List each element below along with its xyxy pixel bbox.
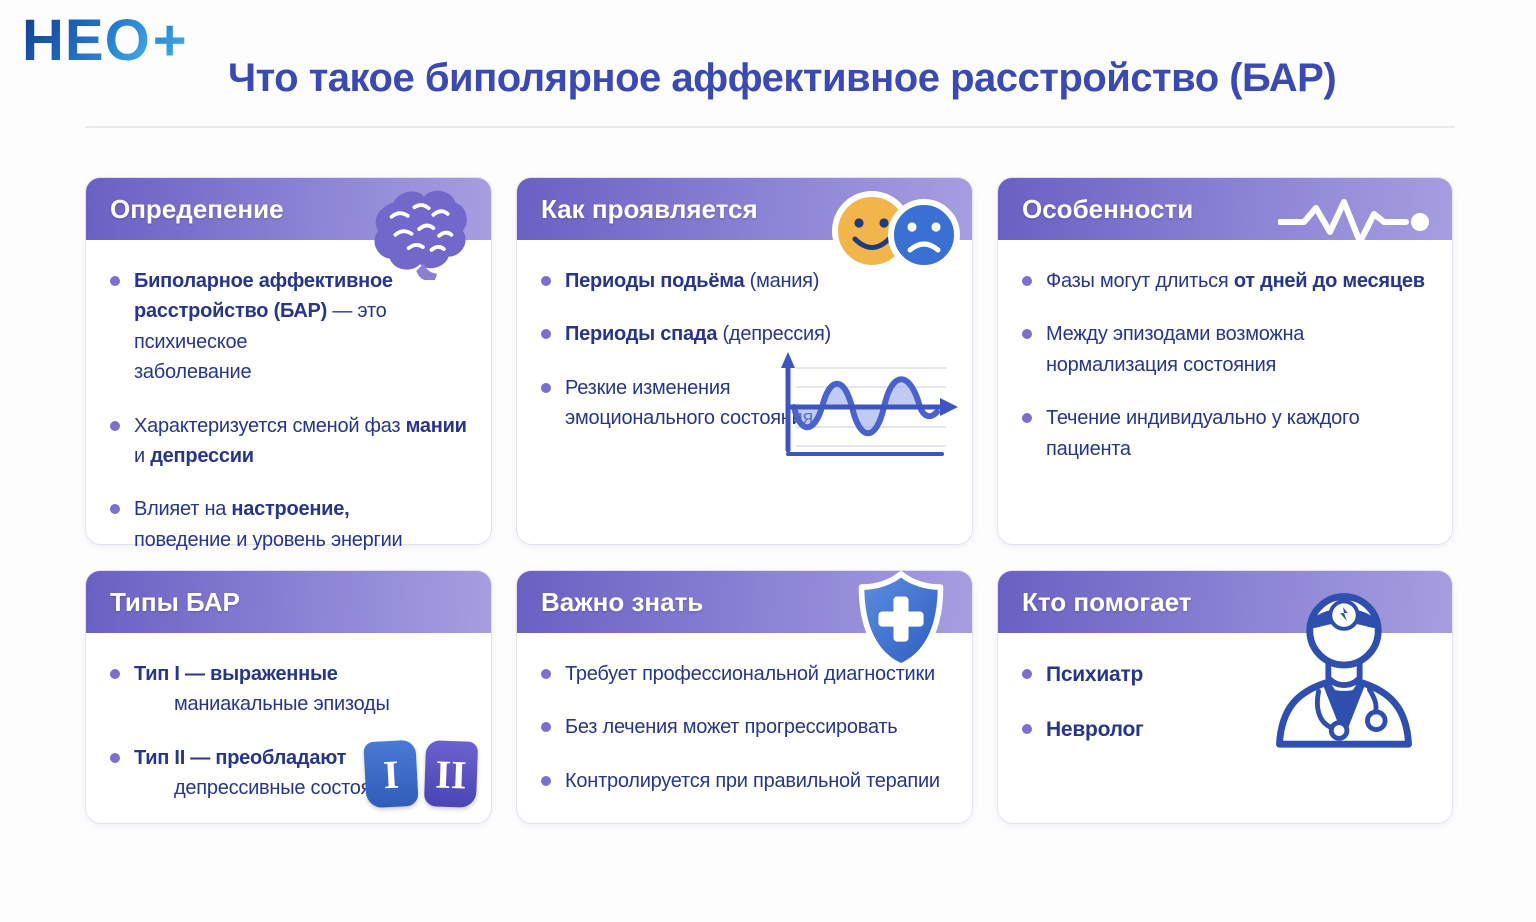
bullet-dot bbox=[110, 276, 120, 286]
bullet-text: Между эпизодами возможна нормализация сос… bbox=[1046, 323, 1305, 376]
list-item: Биполарное аффективное расстройство (БАР)… bbox=[110, 266, 479, 388]
card-features: Особенности Фазы могут длиться от дней д… bbox=[997, 177, 1453, 545]
list-item: Контролируется при правильной терапии bbox=[541, 766, 960, 796]
type-badges: I II bbox=[363, 739, 479, 809]
bullet-dot bbox=[1022, 669, 1032, 679]
bullet-dot bbox=[110, 420, 120, 431]
bullet-text: Течение индивидуально у каждого пациента bbox=[1046, 407, 1360, 460]
card-title: Типы БАР bbox=[110, 586, 240, 617]
list-item: Между эпизодами возможна нормализация сос… bbox=[1022, 319, 1440, 380]
card-title: Кто помогает bbox=[1022, 586, 1192, 617]
list-item: Тип II — преобладают депрессивные состоян… bbox=[110, 743, 479, 804]
brain-icon bbox=[365, 182, 479, 282]
card-types-body: Тип I — выраженные маниакальные эпизоды Т… bbox=[86, 633, 491, 823]
card-types: Типы БАР Тип I — выраженные маниакальные … bbox=[85, 570, 492, 824]
bullet-dot bbox=[110, 752, 120, 763]
card-title: Опредепение bbox=[110, 193, 284, 224]
bullet-text: Резкие изменения эмоционального состояния bbox=[565, 376, 814, 430]
list-item: Резкие изменения эмоционального состояния bbox=[541, 373, 960, 434]
list-item: Тип I — выраженные маниакальные эпизоды bbox=[110, 659, 479, 720]
type-1-badge: I bbox=[363, 739, 419, 809]
card-definition-body: Биполарное аффективное расстройство (БАР)… bbox=[86, 240, 491, 551]
bullet-dot bbox=[541, 382, 551, 393]
card-who-helps-header: Кто помогает bbox=[998, 571, 1452, 633]
card-features-header: Особенности bbox=[998, 178, 1452, 240]
bullet-dot bbox=[541, 722, 551, 733]
bullet-text: Биполарное аффективное расстройство (БАР)… bbox=[134, 270, 393, 384]
bullet-text: Тип II — преобладают депрессивные состоян… bbox=[134, 746, 404, 800]
type-2-badge: II bbox=[423, 740, 479, 808]
bullet-dot bbox=[541, 775, 551, 786]
list-item: Требует профессиональной диагностики bbox=[541, 659, 960, 689]
bullet-text: Влияет на настроение, поведение и уровень… bbox=[134, 498, 403, 551]
bullet-text: Без лечения может прогрессировать bbox=[565, 716, 898, 739]
bullet-text: Характеризуется сменой фаз мании и депрес… bbox=[134, 414, 467, 467]
page-title: Что такое биполярное аффективное расстро… bbox=[228, 56, 1337, 100]
list-item: Невролог bbox=[1022, 714, 1440, 746]
bullet-dot bbox=[541, 329, 551, 340]
logo-plus-icon: + bbox=[152, 8, 188, 73]
card-title: Особенности bbox=[1022, 193, 1194, 224]
sad-face-icon bbox=[888, 199, 960, 271]
happy-sad-faces-icon bbox=[826, 184, 964, 280]
bullet-text: Периоды подьёма (мания) bbox=[565, 270, 820, 292]
bullet-text: Контролируется при правильной терапии bbox=[565, 769, 940, 792]
shield-cross-icon bbox=[854, 568, 948, 672]
title-divider bbox=[85, 126, 1455, 128]
bullet-dot bbox=[1022, 329, 1032, 340]
list-item: Периоды спада (депрессия) bbox=[541, 319, 960, 349]
list-item: Фазы могут длиться от дней до месяцев bbox=[1022, 266, 1440, 296]
logo-text: НЕО bbox=[22, 8, 151, 73]
bullet-text: Психиатр bbox=[1046, 663, 1144, 686]
card-title: Как проявляется bbox=[541, 193, 758, 224]
bullet-text: Периоды спада (депрессия) bbox=[565, 323, 831, 346]
bullet-dot bbox=[541, 276, 551, 286]
card-who-helps: Кто помогает Психиатр bbox=[997, 570, 1453, 824]
list-item: Течение индивидуально у каждого пациента bbox=[1022, 403, 1440, 464]
card-important-body: Требует профессиональной диагностики Без… bbox=[517, 633, 972, 823]
card-manifestation: Как проявляется bbox=[516, 177, 973, 545]
bullet-dot bbox=[110, 669, 120, 679]
card-who-helps-body: Психиатр Невролог bbox=[998, 633, 1452, 823]
bullet-text: Тип I — выраженные маниакальные эпизоды bbox=[134, 663, 390, 716]
mood-wave-chart bbox=[774, 350, 960, 464]
happy-face-icon bbox=[832, 191, 912, 271]
card-manifestation-body: Периоды подьёма (мания) Периоды спада (д… bbox=[517, 240, 972, 544]
list-item: Влияет на настроение, поведение и уровень… bbox=[110, 494, 479, 555]
card-definition: Опредепение bbox=[85, 177, 492, 551]
list-item: Психиатр bbox=[1022, 659, 1440, 691]
doctor-icon bbox=[1256, 579, 1432, 751]
bullet-dot bbox=[541, 669, 551, 679]
bullet-text: Фазы могут длиться от дней до месяцев bbox=[1046, 270, 1425, 292]
card-title: Важно знать bbox=[541, 586, 704, 617]
bullet-dot bbox=[110, 504, 120, 515]
neo-plus-logo: НЕО + bbox=[22, 12, 188, 70]
card-types-header: Типы БАР bbox=[86, 571, 491, 633]
list-item: Периоды подьёма (мания) bbox=[541, 266, 960, 296]
card-features-body: Фазы могут длиться от дней до месяцев Ме… bbox=[998, 240, 1452, 544]
bullet-dot bbox=[1022, 276, 1032, 286]
card-important: Важно знать Требует профессиональной bbox=[516, 570, 973, 824]
list-item: Характеризуется сменой фаз мании и депрес… bbox=[110, 411, 479, 472]
card-grid: Опредепение bbox=[85, 177, 1453, 824]
bullet-text: Невролог bbox=[1046, 717, 1144, 741]
bullet-dot bbox=[1022, 723, 1032, 734]
bullet-dot bbox=[1022, 413, 1032, 424]
ecg-line-icon bbox=[1277, 198, 1436, 250]
list-item: Без лечения может прогрессировать bbox=[541, 712, 960, 742]
bullet-text: Требует профессиональной диагностики bbox=[565, 663, 935, 685]
